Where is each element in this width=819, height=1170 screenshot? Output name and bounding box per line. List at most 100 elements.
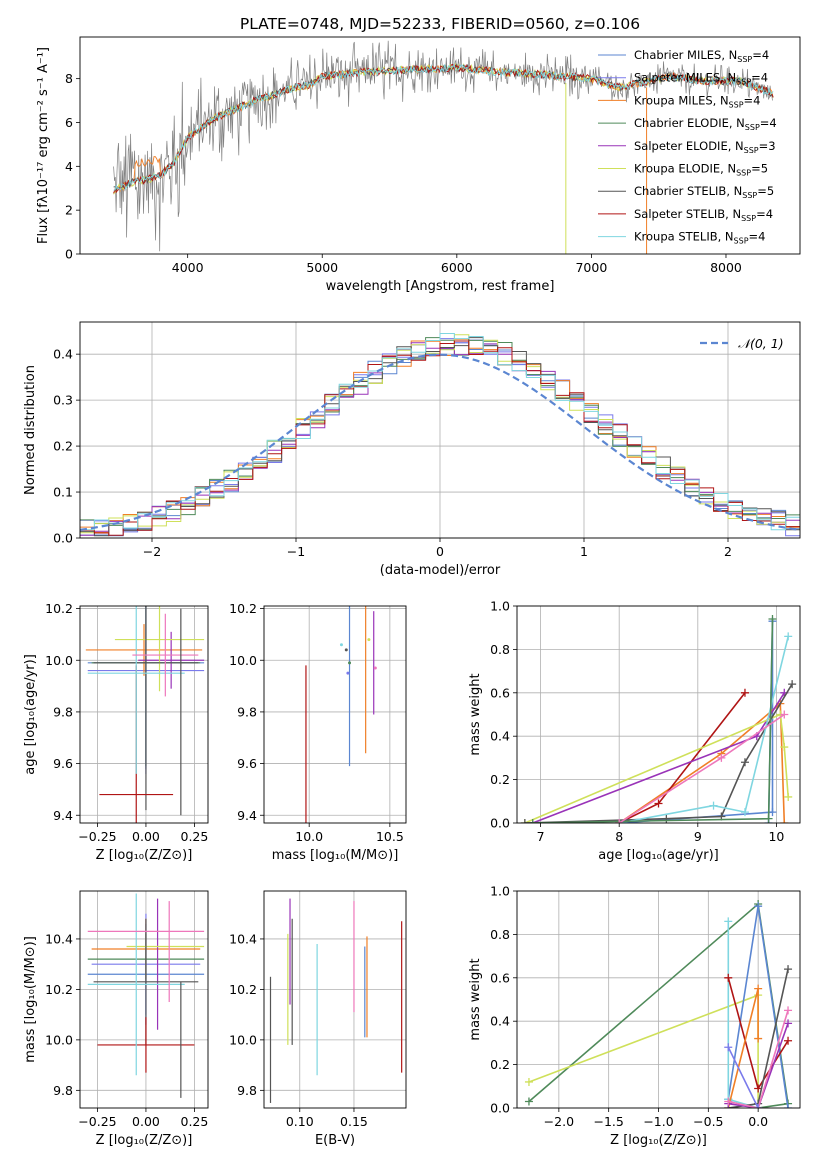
legend-entry: Salpeter ELODIE, NSSP=3 <box>634 139 776 155</box>
legend-label: Chabrier MILES, N <box>634 48 737 62</box>
data-point <box>346 671 350 675</box>
legend-sub: SSP <box>734 237 749 246</box>
series-marker <box>524 1077 533 1086</box>
marker <box>344 648 348 652</box>
series-marker <box>754 984 763 993</box>
legend-label: Kroupa STELIB, N <box>634 230 734 244</box>
x-axis-label: E(B-V) <box>315 1133 355 1148</box>
y-tick-label: 0 <box>65 247 73 262</box>
legend-entry: Kroupa STELIB, NSSP=4 <box>634 230 765 246</box>
series-line <box>727 1046 759 1108</box>
panel-massweight_vs_age: 7 8 9 10 0.0 0.2 0.4 0.6 0.8 1.0 age [log₁₀(age/yr… <box>468 599 801 863</box>
legend-sub: SSP <box>742 191 757 200</box>
y-axis-label: Normed distribution <box>23 365 38 495</box>
marker <box>373 666 377 670</box>
axes-frame <box>79 890 209 1109</box>
data-point <box>85 624 203 676</box>
data-point <box>87 606 185 774</box>
series-marker <box>724 973 733 982</box>
series-marker <box>784 792 793 801</box>
x-axis-label: age [log₁₀(age/yr)] <box>598 848 719 863</box>
axes-frame <box>79 605 209 824</box>
series-marker <box>524 1097 533 1106</box>
axes-frame <box>516 890 801 1109</box>
series-kroupa-elodie <box>524 991 763 1108</box>
marker <box>348 661 352 665</box>
series-marker <box>662 814 671 823</box>
x-tick-label: 0.10 <box>286 1114 314 1129</box>
legend-suffix: =4 <box>749 230 766 244</box>
legend-suffix: =4 <box>756 207 773 221</box>
legend-sub: SSP <box>737 55 752 64</box>
legend-suffix: =4 <box>751 71 768 85</box>
series-chabrier-elodie <box>528 615 777 823</box>
y-tick-label: 2 <box>65 203 73 218</box>
y-tick-label: 9.8 <box>237 1083 257 1098</box>
y-tick-label: 4 <box>65 159 73 174</box>
y-tick-label: 0.1 <box>53 485 73 500</box>
plot-area <box>269 898 403 1103</box>
y-tick-label: 10.0 <box>45 1032 73 1047</box>
y-tick-label: 0.6 <box>490 685 510 700</box>
legend-suffix: =4 <box>752 48 769 62</box>
x-axis-label: Z [log₁₀(Z/Z⊙)] <box>96 848 193 863</box>
y-tick-label: 9.6 <box>237 756 257 771</box>
x-axis-label: (data-model)/error <box>380 563 501 578</box>
model-spectrum-kroupa-stelib <box>113 63 774 191</box>
series-marker <box>740 758 749 767</box>
legend-suffix: =5 <box>757 184 774 198</box>
legend-sub: SSP <box>729 100 744 109</box>
plot-area <box>524 900 793 1108</box>
y-tick-label: 0.8 <box>490 927 510 942</box>
x-tick-label: 9 <box>694 829 702 844</box>
data-point <box>132 613 199 697</box>
series-marker <box>780 710 789 719</box>
legend-label: Kroupa MILES, N <box>634 93 729 107</box>
x-tick-label: 10.5 <box>376 829 404 844</box>
y-tick-label: 0.0 <box>53 531 73 546</box>
observed-spectrum <box>113 40 773 252</box>
legend-label: Salpeter MILES, N <box>634 71 736 85</box>
x-tick-label: 4000 <box>172 260 204 275</box>
x-axis-label: Z [log₁₀(Z/Z⊙)] <box>96 1133 193 1148</box>
plot-area <box>520 615 797 823</box>
series-marker <box>768 808 777 817</box>
legend-sub: SSP <box>736 78 751 87</box>
panel-massweight_vs_Z: −2.0 −1.5 −1.0 −0.5 0.0 0.0 0.2 0.4 0.6 0.8 1.0 Z [… <box>468 884 801 1148</box>
y-tick-label: 0.4 <box>490 729 510 744</box>
y-tick-label: 10.0 <box>45 653 73 668</box>
y-axis-label: mass weight <box>468 673 483 755</box>
y-tick-label: 10.4 <box>229 931 257 946</box>
data-point <box>114 606 205 692</box>
y-axis-label: mass weight <box>468 958 483 1040</box>
series-line <box>618 701 786 823</box>
x-tick-label: 0 <box>436 544 444 559</box>
x-tick-label: 6000 <box>441 260 473 275</box>
series-marker <box>784 632 793 641</box>
x-tick-label: 7000 <box>575 260 607 275</box>
x-tick-label: −2 <box>143 544 161 559</box>
x-tick-label: 0.00 <box>132 829 160 844</box>
legend-label: Chabrier ELODIE, N <box>634 116 745 130</box>
series-marker <box>520 819 529 823</box>
series-marker <box>754 902 763 911</box>
series-marker <box>740 808 749 817</box>
legend-entry: 𝒩(0, 1) <box>738 336 784 351</box>
residual-legend: 𝒩(0, 1) <box>700 336 784 351</box>
axes-frame <box>263 890 407 1109</box>
x-tick-label: 10 <box>768 829 784 844</box>
legend-entry: Salpeter MILES, NSSP=4 <box>634 71 768 87</box>
x-tick-label: 8000 <box>710 260 742 275</box>
series-marker <box>754 1034 763 1043</box>
series-line <box>728 1010 789 1108</box>
panel-residuals: −2 −1 0 1 2 0.0 0.1 0.2 0.3 0.4 (data-model)/error… <box>23 321 801 578</box>
y-tick-label: 9.8 <box>237 704 257 719</box>
plot-area <box>87 893 205 1098</box>
y-tick-label: 0.4 <box>490 1014 510 1029</box>
y-tick-label: 0.0 <box>490 1101 510 1116</box>
series-marker <box>784 1019 793 1028</box>
series-marker <box>724 917 733 926</box>
legend-suffix: =5 <box>751 162 768 176</box>
